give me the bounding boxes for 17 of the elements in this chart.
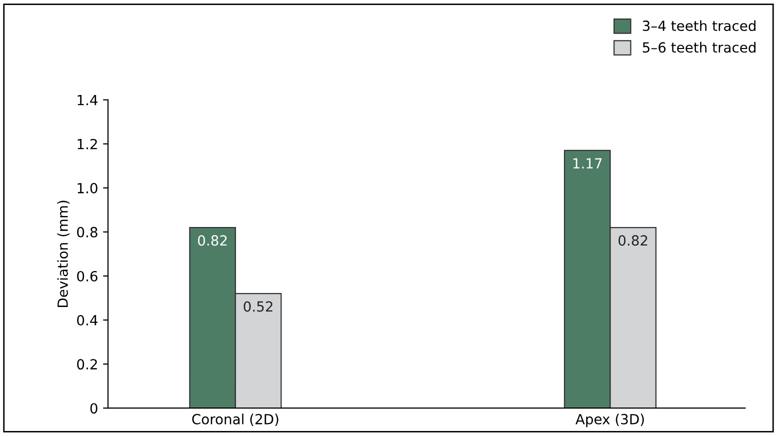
data-label: 0.52 [244,301,272,312]
data-label: 1.17 [573,158,602,168]
y-tick-label: 0.8 [77,226,98,238]
y-tick-label: 0.4 [77,314,98,326]
legend-label: 5–6 teeth traced [642,42,756,53]
data-label: 0.82 [618,235,648,246]
x-tick-label: Apex (3D) [576,414,644,428]
y-tick-label: 1.2 [78,138,97,150]
y-tick-label: 0 [90,403,98,414]
y-tick-label: 1.0 [78,182,98,194]
y-tick-label: 1.4 [78,94,98,106]
data-label: 0.82 [198,235,227,246]
x-tick-label: Coronal (2D) [192,414,278,426]
y-axis-title: Deviation (mm) [57,200,70,307]
y-tick-label: 0.2 [77,359,97,370]
legend-label: 3–4 teeth traced [642,20,756,32]
y-tick-label: 0.6 [77,270,98,282]
